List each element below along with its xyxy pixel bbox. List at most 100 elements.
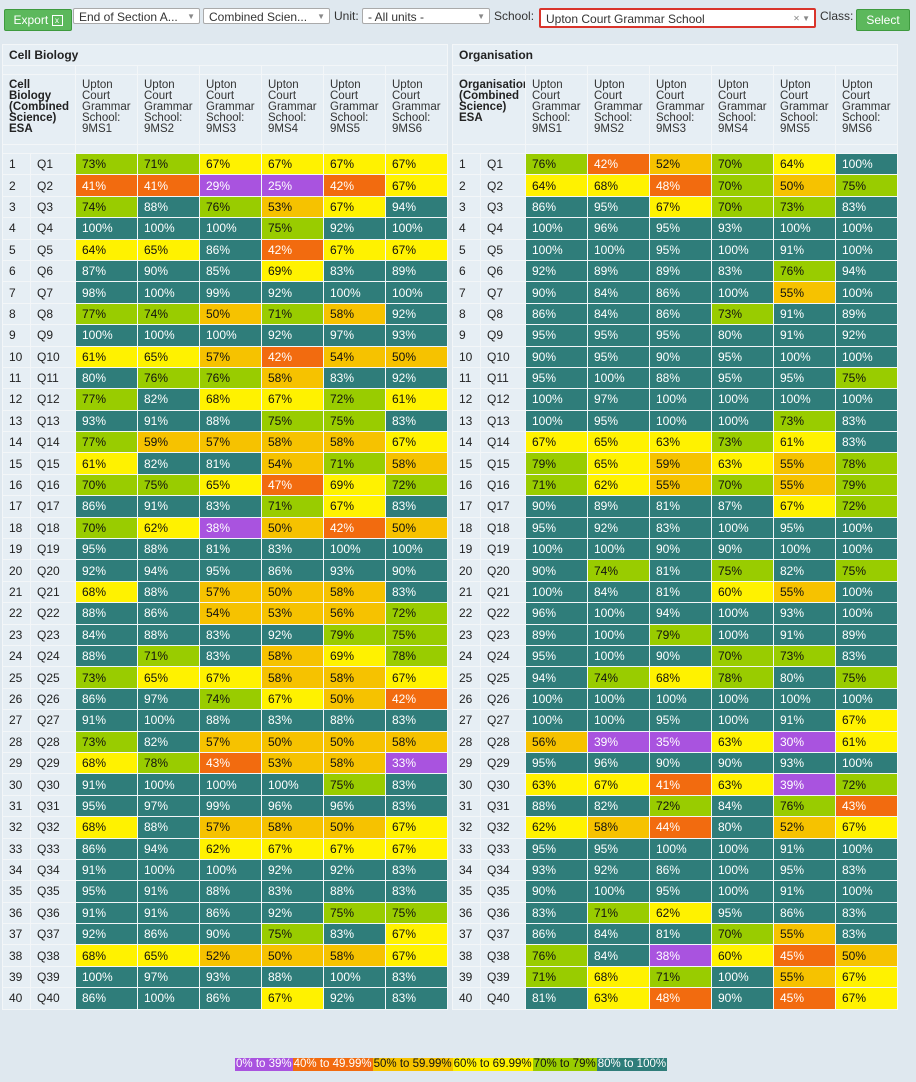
score-cell: 62% xyxy=(199,837,262,860)
question-row: 26 Q26 100% 100% 100% 100% 100% 100% xyxy=(452,687,899,711)
select-button[interactable]: Select xyxy=(856,9,910,31)
score-cell: 85% xyxy=(199,259,262,283)
score-cell: 63% xyxy=(711,730,774,753)
score-cell: 58% xyxy=(261,816,324,839)
school-select[interactable]: Upton Court Grammar School ✕ ▼ xyxy=(539,8,816,28)
score-cell: 50% xyxy=(384,516,449,540)
score-cell: 98% xyxy=(75,281,138,304)
score-cell: 76% xyxy=(199,366,262,390)
score-cell: 54% xyxy=(199,602,262,625)
score-cell: 86% xyxy=(261,559,324,582)
score-cell: 96% xyxy=(587,217,650,240)
question-row: 8 Q8 86% 84% 86% 73% 91% 89% xyxy=(452,302,899,326)
question-row: 6 Q6 87% 90% 85% 69% 83% 89% xyxy=(2,259,449,283)
question-row: 40 Q40 81% 63% 48% 90% 45% 67% xyxy=(452,987,899,1010)
score-cell: 95% xyxy=(587,195,650,219)
unit-select[interactable]: - All units - ▼ xyxy=(362,8,490,24)
score-cell: 65% xyxy=(137,944,200,967)
score-cell: 95% xyxy=(711,901,774,925)
class-header: Upton Court Grammar School: 9MS6 xyxy=(384,74,449,145)
row-number: 34 xyxy=(2,858,31,882)
score-cell: 91% xyxy=(773,709,836,732)
score-cell: 100% xyxy=(711,965,774,989)
score-cell: 100% xyxy=(711,281,774,304)
score-cell: 68% xyxy=(75,580,138,604)
score-cell: 86% xyxy=(137,602,200,625)
question-label: Q27 xyxy=(30,709,76,732)
score-cell: 83% xyxy=(384,858,449,882)
row-number: 13 xyxy=(2,409,31,433)
score-cell: 100% xyxy=(711,858,774,882)
question-label: Q23 xyxy=(480,623,526,646)
score-cell: 75% xyxy=(834,174,899,197)
score-cell: 61% xyxy=(75,452,138,475)
subject-select[interactable]: Combined Scien... ▼ xyxy=(203,8,330,24)
score-cell: 91% xyxy=(137,409,200,433)
score-cell: 58% xyxy=(384,730,449,753)
school-value: Upton Court Grammar School xyxy=(546,12,705,26)
question-label: Q39 xyxy=(480,965,526,989)
score-cell: 73% xyxy=(711,431,774,454)
question-label: Q40 xyxy=(30,987,76,1010)
score-cell: 90% xyxy=(384,559,449,582)
score-cell: 67% xyxy=(384,238,449,261)
score-cell: 67% xyxy=(261,388,324,411)
score-cell: 100% xyxy=(711,880,774,903)
score-cell: 74% xyxy=(75,195,138,219)
score-cell: 83% xyxy=(834,195,899,219)
legend-item: 50% to 59.99% xyxy=(372,1058,453,1071)
question-label: Q40 xyxy=(480,987,526,1010)
score-cell: 88% xyxy=(199,880,262,903)
score-cell: 79% xyxy=(323,623,386,646)
score-cell: 72% xyxy=(323,388,386,411)
question-row: 29 Q29 68% 78% 43% 53% 58% 33% xyxy=(2,751,449,775)
table-title: Cell Biology xyxy=(1,44,449,66)
question-row: 15 Q15 61% 82% 81% 54% 71% 58% xyxy=(2,452,449,475)
score-cell: 92% xyxy=(261,858,324,882)
question-row: 17 Q17 90% 89% 81% 87% 67% 72% xyxy=(452,495,899,518)
score-cell: 95% xyxy=(587,837,650,860)
score-cell: 52% xyxy=(649,152,712,176)
spacer-row xyxy=(452,65,899,75)
question-row: 20 Q20 90% 74% 81% 75% 82% 75% xyxy=(452,559,899,582)
row-number: 3 xyxy=(2,195,31,219)
score-cell: 68% xyxy=(649,666,712,689)
question-row: 24 Q24 95% 100% 90% 70% 73% 83% xyxy=(452,644,899,668)
score-cell: 67% xyxy=(587,773,650,796)
question-label: Q35 xyxy=(480,880,526,903)
score-cell: 77% xyxy=(75,302,138,326)
score-cell: 58% xyxy=(261,666,324,689)
score-cell: 71% xyxy=(261,495,324,518)
score-cell: 100% xyxy=(834,516,899,540)
score-cell: 92% xyxy=(587,516,650,540)
score-cell: 83% xyxy=(323,259,386,283)
row-number: 18 xyxy=(2,516,31,540)
score-cell: 83% xyxy=(261,880,324,903)
score-cell: 100% xyxy=(649,409,712,433)
spacer xyxy=(261,144,324,154)
score-cell: 82% xyxy=(137,388,200,411)
score-cell: 50% xyxy=(261,516,324,540)
score-cell: 55% xyxy=(773,452,836,475)
score-cell: 95% xyxy=(75,794,138,818)
score-cell: 50% xyxy=(261,944,324,967)
score-cell: 100% xyxy=(587,709,650,732)
score-cell: 89% xyxy=(525,623,588,646)
spacer xyxy=(75,65,138,75)
question-label: Q1 xyxy=(30,152,76,176)
score-cell: 62% xyxy=(137,516,200,540)
score-cell: 86% xyxy=(75,837,138,860)
question-row: 28 Q28 56% 39% 35% 63% 30% 61% xyxy=(452,730,899,753)
score-cell: 83% xyxy=(834,901,899,925)
score-cell: 57% xyxy=(199,730,262,753)
class-header: Upton Court Grammar School: 9MS3 xyxy=(199,74,262,145)
score-cell: 82% xyxy=(137,730,200,753)
score-cell: 83% xyxy=(384,580,449,604)
question-label: Q15 xyxy=(30,452,76,475)
score-cell: 61% xyxy=(834,730,899,753)
assessment-select[interactable]: End of Section A... ▼ xyxy=(73,8,200,24)
export-button[interactable]: Export x xyxy=(4,9,72,31)
spacer xyxy=(452,65,526,75)
row-number: 30 xyxy=(2,773,31,796)
score-cell: 79% xyxy=(525,452,588,475)
